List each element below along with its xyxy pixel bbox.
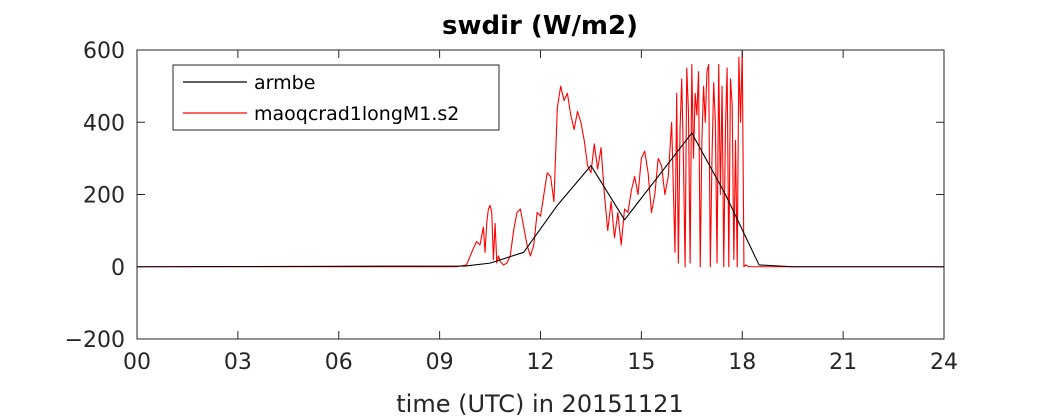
- x-tick-label: 12: [527, 350, 555, 375]
- x-tick-label: 03: [224, 350, 252, 375]
- legend-label: armbe: [254, 72, 315, 94]
- series-layer: [136, 49, 944, 268]
- x-tick-label: 18: [728, 350, 756, 375]
- series-line-maoqcrad1longm1-s2: [137, 49, 944, 268]
- y-tick-label: 600: [83, 39, 125, 64]
- legend: armbe maoqcrad1longM1.s2: [172, 64, 500, 131]
- series-line-armbe: [136, 132, 944, 268]
- y-tick-label: −200: [65, 328, 125, 353]
- chart-title: swdir (W/m2): [442, 11, 638, 41]
- x-tick-label: 21: [829, 350, 857, 375]
- y-tick-label: 0: [111, 256, 125, 281]
- y-tick-label: 400: [83, 111, 125, 136]
- x-axis-title: time (UTC) in 20151121: [396, 390, 683, 417]
- x-tick-label: 00: [123, 350, 151, 375]
- legend-box: [172, 64, 500, 131]
- x-tick-label: 15: [627, 350, 655, 375]
- x-tick-label: 06: [325, 350, 353, 375]
- x-tick-label: 24: [930, 350, 958, 375]
- y-tick-label: 200: [83, 184, 125, 209]
- legend-label: maoqcrad1longM1.s2: [254, 103, 459, 125]
- ticks-layer: 00 03 06 09 12 15 18 21 24 −200 0 200 400 600: [65, 39, 958, 375]
- x-tick-label: 09: [426, 350, 454, 375]
